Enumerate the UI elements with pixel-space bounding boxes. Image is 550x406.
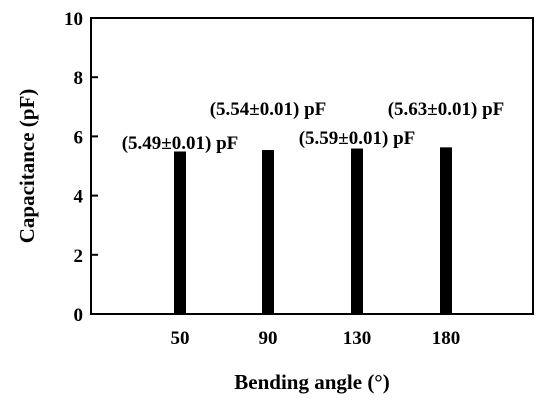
x-axis-label: Bending angle (°)	[234, 370, 389, 394]
data-label: (5.49±0.01) pF	[122, 133, 239, 154]
data-label: (5.59±0.01) pF	[299, 128, 416, 149]
bar-90	[262, 150, 274, 314]
x-tick-label: 130	[343, 328, 372, 349]
y-axis-ticks: 0 2 4 6 8 10	[64, 9, 98, 326]
y-tick-label: 2	[74, 246, 84, 267]
y-tick-label: 10	[64, 9, 83, 30]
y-tick-label: 8	[74, 68, 84, 89]
bar-50	[174, 151, 186, 314]
bar-130	[351, 148, 363, 314]
y-tick-label: 0	[74, 305, 84, 326]
plot-frame	[90, 17, 534, 315]
x-tick-label: 180	[432, 328, 461, 349]
data-label: (5.63±0.01) pF	[388, 99, 505, 120]
data-label: (5.54±0.01) pF	[210, 99, 327, 120]
bar-180	[440, 147, 452, 314]
x-tick-label: 50	[171, 328, 190, 349]
y-axis-label: Capacitance (pF)	[15, 89, 39, 244]
y-tick-label: 6	[74, 127, 84, 148]
x-tick-label: 90	[259, 328, 278, 349]
data-labels: (5.49±0.01) pF (5.54±0.01) pF (5.59±0.01) …	[122, 99, 505, 154]
x-axis-ticks: 50 90 130 180	[171, 328, 461, 349]
bars	[174, 147, 452, 314]
y-tick-label: 4	[74, 187, 84, 208]
